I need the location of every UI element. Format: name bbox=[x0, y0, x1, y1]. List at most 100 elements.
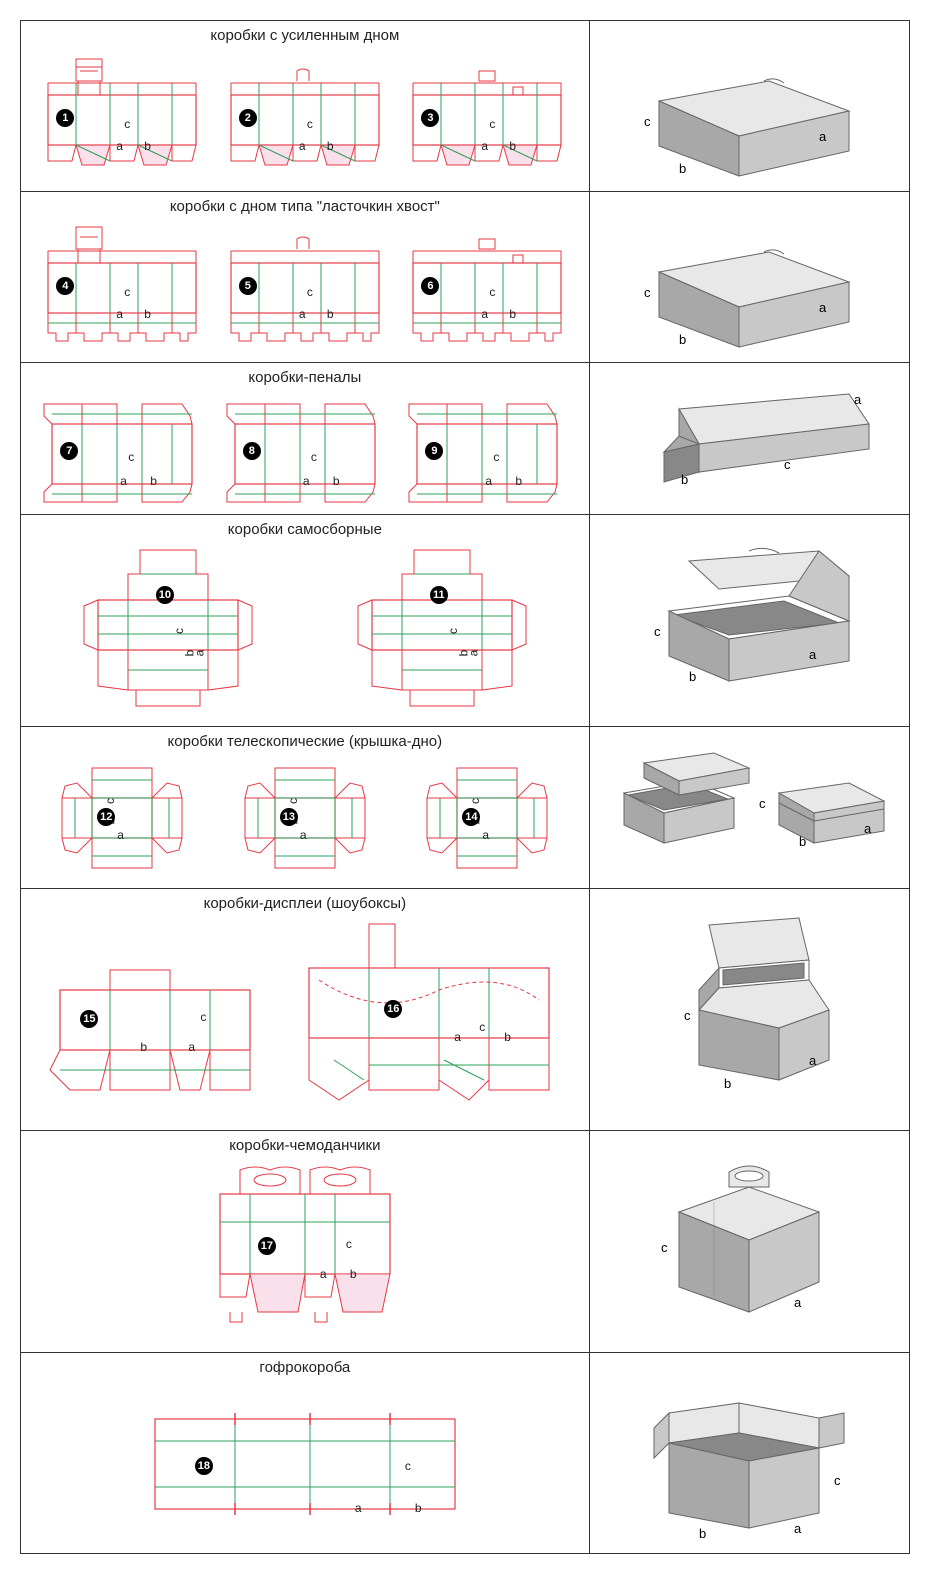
dim-label-a: a bbox=[116, 307, 123, 321]
row-title: коробки с дном типа "ласточкин хвост" bbox=[31, 198, 579, 215]
dieline-5: 5 ca b bbox=[225, 225, 385, 350]
dim-label-c: c bbox=[479, 1020, 485, 1034]
svg-text:a: a bbox=[819, 300, 827, 315]
dielines-cell: гофрокороба 18 cab bbox=[21, 1353, 590, 1553]
svg-text:c: c bbox=[784, 457, 791, 472]
row-title: коробки с усиленным дном bbox=[31, 27, 579, 44]
svg-text:b: b bbox=[724, 1076, 731, 1091]
dielines-cell: коробки с усиленным дном 1 bbox=[21, 21, 590, 191]
dim-label-c: c bbox=[124, 285, 130, 299]
svg-text:c: c bbox=[684, 1008, 691, 1023]
svg-text:c: c bbox=[661, 1240, 668, 1255]
dim-label-a: a bbox=[454, 1030, 461, 1044]
dim-label-a: a bbox=[303, 474, 310, 488]
dieline-3: 3 cab bbox=[407, 57, 567, 177]
dim-label-c: c bbox=[307, 117, 313, 131]
svg-text:c: c bbox=[759, 796, 766, 811]
dim-label-a: a bbox=[300, 828, 307, 842]
box-3d-render: c a bbox=[619, 1152, 879, 1332]
dim-label-a: a bbox=[481, 139, 488, 153]
catalog-row-2: коробки-пеналы 7 cab bbox=[21, 363, 909, 515]
dim-label-b: b bbox=[456, 650, 470, 657]
dim-label-b: b bbox=[509, 307, 516, 321]
dim-label-b: b bbox=[515, 474, 522, 488]
dieline-4: 4 cab bbox=[42, 225, 202, 350]
dielines-container: 10 cab 11 cab bbox=[31, 546, 579, 716]
box-3d-cell: c b a bbox=[590, 21, 909, 191]
dielines-cell: коробки с дном типа "ласточкин хвост" 4 … bbox=[21, 192, 590, 362]
dielines-cell: коробки-чемоданчики 17 cab bbox=[21, 1131, 590, 1352]
dieline-14: 14 cab bbox=[412, 758, 562, 878]
box-3d-cell: c b a bbox=[590, 192, 909, 362]
dieline-6: 6 cab bbox=[407, 225, 567, 350]
box-3d-cell: c a bbox=[590, 1131, 909, 1352]
item-number-badge: 5 bbox=[239, 277, 257, 295]
dim-label-a: a bbox=[299, 307, 306, 321]
box-3d-cell: c b a bbox=[590, 889, 909, 1130]
dim-label-c: c bbox=[307, 285, 313, 299]
dim-label-c: c bbox=[103, 798, 117, 804]
row-title: коробки телескопические (крышка-дно) bbox=[31, 733, 579, 750]
catalog-row-1: коробки с дном типа "ласточкин хвост" 4 … bbox=[21, 192, 909, 363]
dim-label-b: b bbox=[144, 307, 151, 321]
row-title: гофрокороба bbox=[31, 1359, 579, 1376]
dieline-2: 2 cab bbox=[225, 57, 385, 177]
dim-label-c: c bbox=[124, 117, 130, 131]
svg-text:b: b bbox=[689, 669, 696, 684]
dim-label-b: b bbox=[150, 474, 157, 488]
dim-label-c: c bbox=[172, 628, 186, 634]
svg-text:c: c bbox=[644, 114, 651, 129]
dim-label-c: c bbox=[446, 628, 460, 634]
dim-label-a: a bbox=[116, 139, 123, 153]
dim-label-a: a bbox=[355, 1501, 362, 1515]
svg-text:b: b bbox=[799, 834, 806, 849]
dim-label-b: b bbox=[504, 1030, 511, 1044]
dim-label-c: c bbox=[311, 450, 317, 464]
dieline-16: 16 cab bbox=[289, 920, 569, 1120]
dim-label-b: b bbox=[140, 1040, 147, 1054]
row-title: коробки-пеналы bbox=[31, 369, 579, 386]
box-3d-render: c b a bbox=[604, 743, 894, 873]
dim-label-c: c bbox=[405, 1459, 411, 1473]
svg-text:b: b bbox=[679, 161, 686, 176]
dieline-1: 1 cab bbox=[42, 57, 202, 177]
box-3d-cell: c b a bbox=[590, 515, 909, 726]
svg-text:c: c bbox=[834, 1473, 841, 1488]
box-3d-render: c b a bbox=[649, 910, 849, 1110]
dim-label-a: a bbox=[188, 1040, 195, 1054]
item-number-badge: 13 bbox=[280, 808, 298, 826]
box-3d-cell: c b a bbox=[590, 727, 909, 888]
item-number-badge: 2 bbox=[239, 109, 257, 127]
dim-label-c: c bbox=[489, 117, 495, 131]
dieline-10: 10 cab bbox=[78, 546, 258, 716]
dim-label-b: b bbox=[350, 1267, 357, 1281]
dieline-15: 15 cab bbox=[40, 940, 270, 1100]
dieline-7: 7 cab bbox=[42, 394, 202, 504]
catalog-row-6: коробки-чемоданчики 17 cab bbox=[21, 1131, 909, 1353]
dim-label-a: a bbox=[120, 474, 127, 488]
dieline-8: 8 cab bbox=[225, 394, 385, 504]
box-3d-cell: c b a bbox=[590, 1353, 909, 1553]
svg-text:a: a bbox=[854, 392, 862, 407]
item-number-badge: 10 bbox=[156, 586, 174, 604]
dim-label-b: b bbox=[327, 307, 334, 321]
svg-text:a: a bbox=[809, 647, 817, 662]
svg-text:c: c bbox=[644, 285, 651, 300]
dim-label-b: b bbox=[415, 1501, 422, 1515]
catalog-row-7: гофрокороба 18 cab c b bbox=[21, 1353, 909, 1553]
box-3d-render: c b a bbox=[619, 1363, 879, 1543]
svg-text:b: b bbox=[699, 1526, 706, 1541]
box-3d-render: c b a bbox=[619, 31, 879, 181]
dim-label-a: a bbox=[299, 139, 306, 153]
dim-label-c: c bbox=[493, 450, 499, 464]
dielines-cell: коробки самосборные 10 cab bbox=[21, 515, 590, 726]
catalog-row-3: коробки самосборные 10 cab bbox=[21, 515, 909, 727]
dieline-9: 9 cab bbox=[407, 394, 567, 504]
row-title: коробки-чемоданчики bbox=[31, 1137, 579, 1154]
dim-label-a: a bbox=[482, 828, 489, 842]
dieline-18: 18 cab bbox=[135, 1399, 475, 1529]
dielines-container: 17 cab bbox=[31, 1162, 579, 1342]
dim-label-c: c bbox=[346, 1237, 352, 1251]
dim-label-a: a bbox=[117, 828, 124, 842]
dielines-container: 12 cab 13 cab bbox=[31, 758, 579, 878]
